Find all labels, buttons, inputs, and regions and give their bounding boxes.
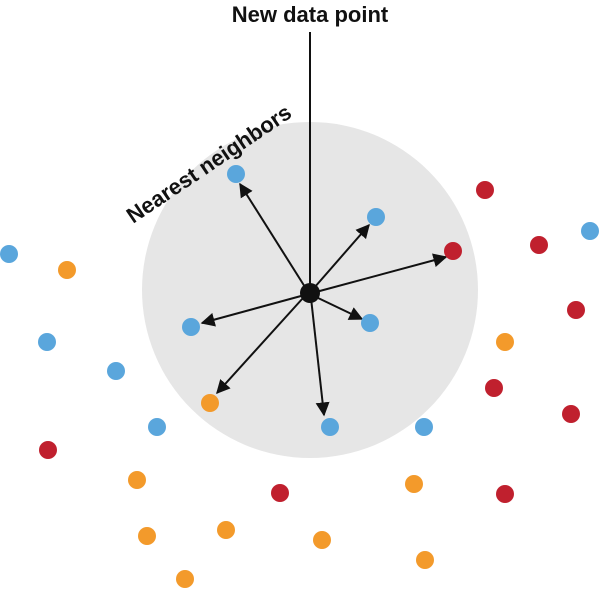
arrow-to-neighbor-2 [313, 223, 370, 289]
red-points [39, 181, 585, 503]
orange-point [217, 521, 235, 539]
blue-point [0, 245, 18, 263]
orange-point [176, 570, 194, 588]
orange-point [405, 475, 423, 493]
neighbor-arrows [200, 182, 448, 417]
orange-point [138, 527, 156, 545]
red-point [530, 236, 548, 254]
arrow-to-neighbor-1 [239, 182, 306, 288]
arrow-to-neighbor-4 [315, 296, 364, 320]
red-point [562, 405, 580, 423]
arrow-to-neighbor-6 [216, 297, 304, 395]
blue-point [38, 333, 56, 351]
blue-point [415, 418, 433, 436]
red-point [496, 485, 514, 503]
orange-point [416, 551, 434, 569]
red-point [39, 441, 57, 459]
new-data-point-label: New data point [232, 2, 389, 27]
blue-point [182, 318, 200, 336]
red-point [567, 301, 585, 319]
orange-point [128, 471, 146, 489]
new-data-point [300, 283, 320, 303]
red-point [444, 242, 462, 260]
blue-point [581, 222, 599, 240]
blue-point [107, 362, 125, 380]
blue-point [361, 314, 379, 332]
blue-points [0, 165, 599, 436]
orange-points [58, 261, 514, 588]
arrow-to-neighbor-7 [200, 295, 302, 327]
red-point [476, 181, 494, 199]
arrow-to-neighbor-3 [315, 253, 448, 293]
blue-point [321, 418, 339, 436]
orange-point [496, 333, 514, 351]
blue-point [148, 418, 166, 436]
blue-point [227, 165, 245, 183]
red-point [485, 379, 503, 397]
orange-point [313, 531, 331, 549]
orange-point [201, 394, 219, 412]
blue-point [367, 208, 385, 226]
orange-point [58, 261, 76, 279]
arrow-to-neighbor-5 [310, 297, 330, 417]
red-point [271, 484, 289, 502]
